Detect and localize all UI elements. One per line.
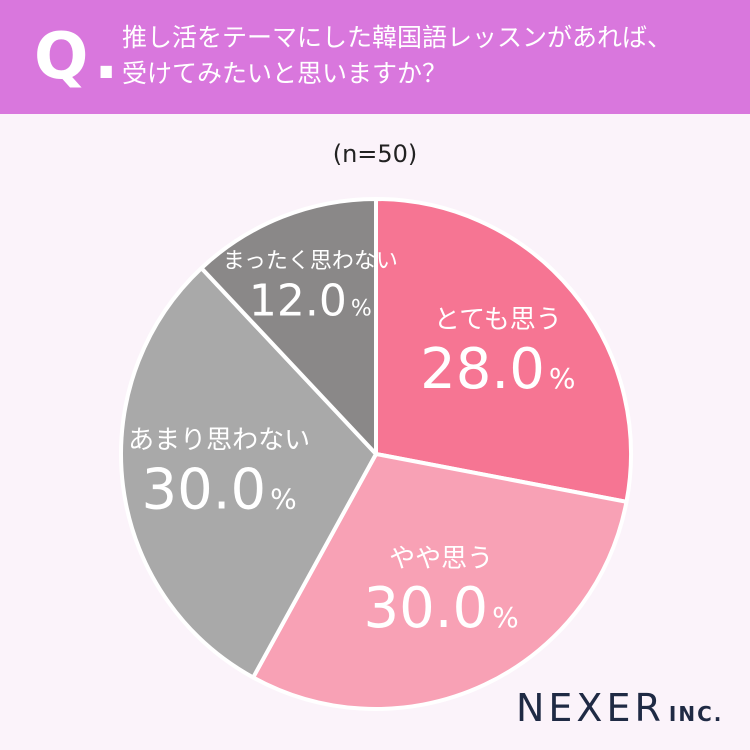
slice-value-label: 30.0% (141, 458, 296, 523)
logo-main-text: NEXER (516, 686, 665, 730)
question-line-1: 推し活をテーマにした韓国語レッスンがあれば、 (122, 23, 673, 52)
slice-category-label: まったく思わない (223, 249, 398, 274)
logo-sub-text: INC. (668, 702, 724, 726)
pie-slice-4 (199, 197, 378, 456)
sample-size: (n=50) (332, 140, 418, 168)
slice-value-label: 30.0% (363, 576, 518, 641)
q-dot: . (94, 20, 119, 94)
slice-category-label: とても思う (434, 305, 562, 335)
question-line-2: 受けてみたいと思いますか？ (122, 59, 448, 88)
slice-value-label: 12.0% (249, 275, 372, 326)
question-text: 推し活をテーマにした韓国語レッスンがあれば、 受けてみたいと思いますか？ (122, 20, 732, 92)
question-header: Q . 推し活をテーマにした韓国語レッスンがあれば、 受けてみたいと思いますか？ (0, 0, 750, 114)
q-badge: Q . (34, 18, 118, 96)
slice-category-label: あまり思わない (128, 426, 310, 456)
pie-slice-2 (251, 452, 629, 711)
slice-category-label: やや思う (389, 544, 493, 574)
pie-slice-1 (374, 197, 633, 504)
q-letter: Q (34, 20, 89, 94)
pie-slice-3 (119, 266, 378, 680)
slice-value-label: 28.0% (420, 337, 575, 402)
nexer-logo: NEXER INC. (516, 686, 723, 730)
